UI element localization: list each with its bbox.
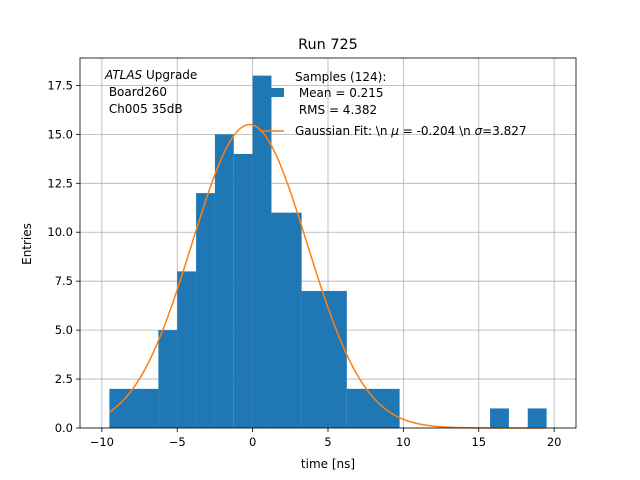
x-tick-label: −10 xyxy=(90,435,114,449)
histogram-bar xyxy=(490,408,509,428)
y-tick-label: 10.0 xyxy=(47,225,73,239)
histogram-bar xyxy=(158,330,178,428)
x-tick-label: 10 xyxy=(396,435,411,449)
histogram-bar xyxy=(271,212,302,428)
y-axis-label: Entries xyxy=(20,223,34,265)
chart-title: Run 725 xyxy=(298,37,358,53)
histogram-bar xyxy=(233,153,253,429)
legend-samples-line-1: Samples (124): xyxy=(295,70,386,84)
y-tick-label: 0.0 xyxy=(55,421,73,435)
annotation-upgrade: Upgrade xyxy=(142,68,197,82)
histogram-bar xyxy=(252,75,272,428)
x-tick-label: 15 xyxy=(471,435,486,449)
legend: Samples (124): Mean = 0.215 RMS = 4.382 … xyxy=(260,70,527,138)
y-axis-ticks: 0.0 2.5 5.0 7.5 10.0 12.5 15.0 17.5 xyxy=(47,78,80,435)
histogram-bar xyxy=(346,388,400,428)
histogram-bar xyxy=(301,290,347,428)
legend-samples-line-2: Mean = 0.215 xyxy=(295,86,384,100)
x-tick-label: 0 xyxy=(249,435,256,449)
y-tick-label: 12.5 xyxy=(47,176,73,190)
annotation-line-2: Board260 xyxy=(105,85,167,99)
histogram-bars xyxy=(109,75,547,429)
legend-fit-label: Gaussian Fit: \n μ = -0.204 \n σ=3.827 xyxy=(295,124,527,138)
annotation-line-1: ATLAS Upgrade xyxy=(104,68,197,82)
annotation-atlas: ATLAS xyxy=(104,68,143,82)
histogram-bar xyxy=(214,134,234,428)
histogram-bar xyxy=(196,193,215,428)
histogram-bar xyxy=(177,271,197,428)
annotation-line-3: Ch005 35dB xyxy=(105,102,183,116)
legend-samples-line-3: RMS = 4.382 xyxy=(295,103,377,117)
x-tick-label: −5 xyxy=(169,435,186,449)
y-tick-label: 2.5 xyxy=(55,372,73,386)
x-tick-label: 20 xyxy=(547,435,562,449)
atlas-annotation: ATLAS Upgrade Board260 Ch005 35dB xyxy=(104,68,197,116)
y-tick-label: 15.0 xyxy=(47,127,73,141)
histogram-bar xyxy=(109,388,159,428)
y-tick-label: 17.5 xyxy=(47,78,73,92)
legend-samples-patch xyxy=(260,88,284,97)
y-tick-label: 5.0 xyxy=(55,323,73,337)
x-axis-ticks: −10 −5 0 5 10 15 20 xyxy=(90,428,562,449)
x-tick-label: 5 xyxy=(324,435,331,449)
histogram-bar xyxy=(527,408,547,428)
y-tick-label: 7.5 xyxy=(55,274,73,288)
x-axis-label: time [ns] xyxy=(301,457,355,471)
